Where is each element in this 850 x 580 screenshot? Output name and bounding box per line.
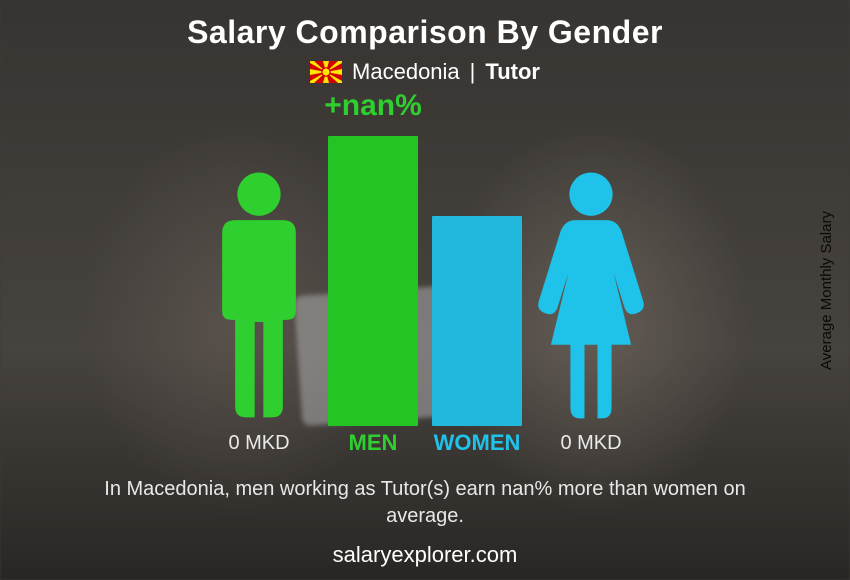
women-label: WOMEN [432, 430, 522, 456]
men-label: MEN [328, 430, 418, 456]
page-title: Salary Comparison By Gender [187, 14, 663, 51]
subtitle-row: Macedonia | Tutor [310, 59, 540, 85]
infographic-container: Salary Comparison By Gender [0, 0, 850, 580]
chart-area: +nan% [155, 91, 695, 426]
men-value-label: 0 MKD [204, 432, 314, 455]
men-bar-column: +nan% [328, 91, 418, 426]
footer-source: salaryexplorer.com [0, 542, 850, 568]
labels-row: 0 MKD MEN WOMEN 0 MKD [155, 430, 695, 456]
male-icon [204, 166, 314, 426]
men-bar [328, 136, 418, 426]
macedonia-flag-icon [310, 61, 342, 83]
women-value-label: 0 MKD [536, 432, 646, 455]
women-bar [432, 216, 522, 426]
separator: | [470, 59, 476, 85]
y-axis-label-wrap: Average Monthly Salary [816, 0, 836, 580]
y-axis-label: Average Monthly Salary [818, 211, 835, 370]
country-label: Macedonia [352, 59, 460, 85]
women-bar-column [432, 91, 522, 426]
caption-text: In Macedonia, men working as Tutor(s) ea… [65, 476, 785, 530]
female-icon [536, 166, 646, 426]
job-label: Tutor [485, 59, 540, 85]
